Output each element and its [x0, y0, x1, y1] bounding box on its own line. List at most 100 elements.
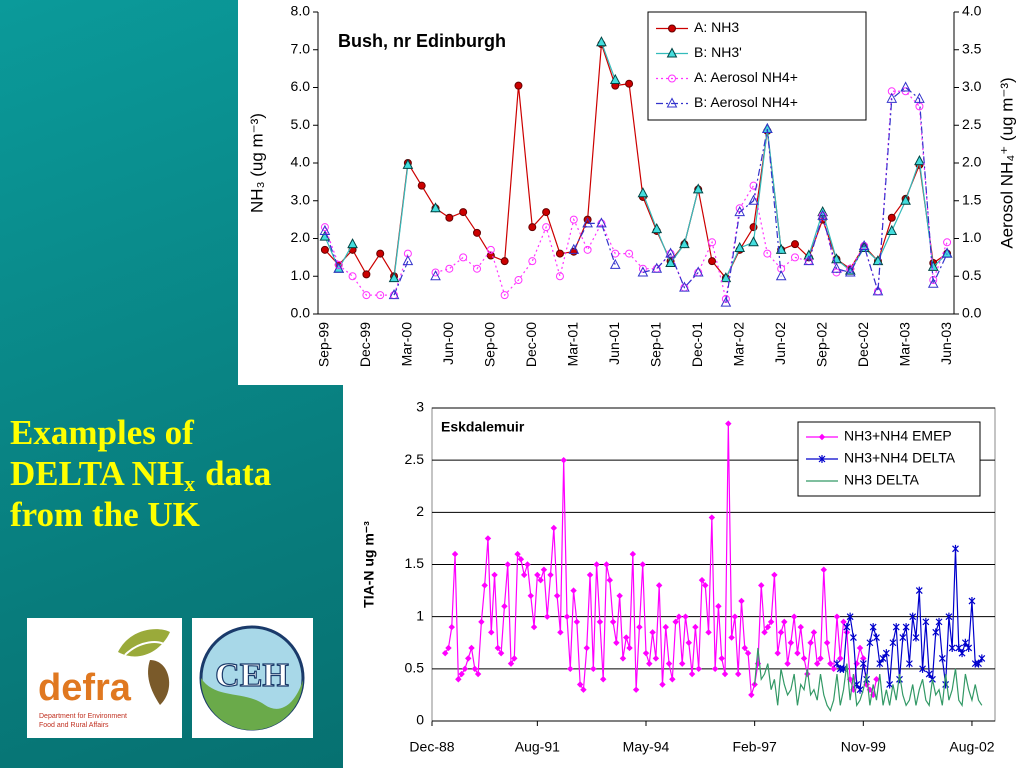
data-point: [922, 617, 930, 626]
data-point: [376, 249, 385, 258]
data-point: [715, 603, 722, 610]
data-point: [698, 576, 706, 584]
data-point: [708, 257, 717, 266]
data-point: [774, 649, 781, 657]
data-point: [491, 571, 498, 579]
data-point: [912, 633, 920, 642]
data-point: [471, 665, 479, 673]
data-point: [655, 582, 663, 589]
chart-background: [238, 0, 1024, 385]
data-point: [430, 270, 441, 281]
data-point: [787, 639, 795, 646]
data-point: [905, 659, 913, 668]
data-point: [626, 644, 633, 652]
data-point: [547, 571, 554, 579]
data-point: [596, 36, 607, 47]
data-point: [599, 676, 607, 683]
data-point: [886, 224, 898, 235]
y2-tick-label: 3.0: [962, 78, 982, 94]
data-point: [637, 187, 649, 198]
y-tick-label: 6.0: [291, 78, 311, 94]
data-point: [652, 655, 660, 662]
data-point: [807, 639, 814, 646]
y2-tick-label: 2.5: [962, 116, 982, 132]
y-tick-label: 0: [416, 712, 424, 728]
data-point: [886, 92, 898, 103]
data-point: [625, 249, 634, 258]
data-point: [458, 670, 465, 678]
series-line: [754, 647, 983, 712]
data-point: [978, 654, 986, 663]
data-point: [473, 228, 481, 237]
data-point: [625, 79, 634, 88]
data-point: [570, 587, 577, 594]
data-point: [623, 634, 630, 641]
data-point: [320, 223, 329, 232]
data-point: [692, 183, 704, 194]
x-tick-label: Mar-01: [564, 322, 580, 367]
data-point: [459, 253, 468, 262]
series-line: [324, 230, 340, 269]
x-tick-label: Sep-02: [813, 322, 829, 367]
data-point: [734, 206, 746, 217]
legend-marker: [668, 24, 676, 33]
data-point: [465, 655, 472, 662]
data-point: [705, 629, 712, 636]
legend-label: NH3+NH4 DELTA: [844, 450, 956, 466]
data-point: [945, 612, 953, 621]
data-point: [943, 238, 952, 247]
data-point: [474, 670, 482, 678]
data-point: [695, 665, 702, 673]
legend-marker: [818, 455, 826, 463]
x-tick-label: Sep-99: [316, 322, 332, 367]
data-point: [728, 634, 735, 641]
chart-title: Eskdalemuir: [441, 419, 525, 435]
data-point: [590, 665, 597, 673]
x-tick-label: Aug-02: [949, 739, 994, 755]
ceh-name: CEH: [215, 657, 289, 694]
series-line: [808, 86, 948, 292]
data-point: [362, 291, 371, 300]
data-point: [872, 285, 884, 296]
data-point: [537, 576, 544, 584]
data-point: [909, 612, 917, 621]
defra-leaf: [148, 660, 170, 705]
data-point: [731, 613, 739, 620]
data-point: [448, 623, 455, 631]
data-point: [402, 255, 414, 266]
data-point: [721, 670, 729, 678]
x-tick-label: Dec-88: [409, 739, 454, 755]
data-point: [501, 603, 508, 610]
legend-label: A: NH3: [694, 19, 739, 35]
data-point: [528, 223, 537, 232]
legend-label: NH3 DELTA: [844, 472, 920, 488]
heading-text: data: [205, 454, 272, 493]
legend-label: NH3+NH4 EMEP: [844, 428, 952, 444]
data-point: [672, 618, 679, 626]
series-line: [573, 222, 616, 266]
data-point: [833, 613, 841, 620]
data-point: [718, 655, 725, 662]
data-point: [791, 240, 799, 249]
data-point: [771, 571, 778, 579]
y-tick-label: 2.0: [291, 229, 311, 245]
series-line: [393, 260, 409, 296]
heading-line: DELTA NHx data: [10, 453, 330, 495]
data-point: [927, 277, 939, 288]
series-line: [324, 43, 948, 280]
data-point: [511, 655, 518, 662]
series-line: [642, 252, 699, 289]
slide-heading: Examples of DELTA NHx data from the UK: [10, 412, 330, 535]
x-tick-label: Feb-97: [732, 739, 777, 755]
data-point: [596, 217, 607, 228]
data-point: [777, 629, 785, 636]
y-tick-label: 1.5: [405, 555, 425, 571]
data-point: [817, 209, 828, 220]
data-point: [748, 691, 755, 699]
data-point: [685, 639, 693, 646]
data-point: [583, 644, 590, 652]
data-point: [711, 665, 719, 673]
data-point: [858, 239, 870, 251]
data-point: [609, 73, 621, 84]
